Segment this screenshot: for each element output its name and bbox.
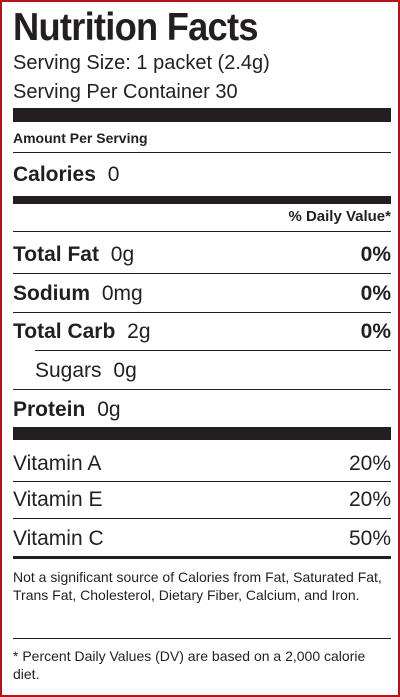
amount-per-serving: Amount Per Serving bbox=[13, 130, 148, 146]
servings-per-container: Serving Per Container 30 bbox=[13, 81, 238, 103]
medium-divider bbox=[13, 196, 391, 204]
nutrient-name: Total Fat bbox=[13, 243, 99, 266]
divider bbox=[13, 556, 391, 559]
nutrient-amount: 0g bbox=[113, 359, 137, 382]
thick-divider bbox=[13, 427, 391, 440]
vitamin-name: Vitamin E bbox=[13, 488, 103, 511]
vitamin-row-e: Vitamin E 20% bbox=[13, 487, 391, 513]
divider bbox=[13, 273, 391, 274]
label-title: Nutrition Facts bbox=[13, 6, 258, 49]
divider bbox=[35, 350, 391, 351]
nutrient-name: Sodium bbox=[13, 282, 90, 305]
nutrient-amount: 0g bbox=[97, 398, 121, 421]
nutrient-name: Sugars bbox=[35, 359, 102, 382]
vitamin-name: Vitamin C bbox=[13, 527, 104, 550]
calories-value: 0 bbox=[107, 163, 120, 186]
nutrient-dv: 0% bbox=[360, 282, 391, 305]
serving-size: Serving Size: 1 packet (2.4g) bbox=[13, 52, 270, 74]
nutrient-name: Total Carb bbox=[13, 320, 116, 343]
nutrient-name: Protein bbox=[13, 398, 86, 421]
calories-label: Calories bbox=[13, 163, 96, 186]
nutrient-row-sugars: Sugars 0g bbox=[35, 358, 391, 384]
daily-value-footnote: * Percent Daily Values (DV) are based on… bbox=[13, 648, 366, 682]
divider bbox=[13, 152, 391, 153]
nutrient-amount: 2g bbox=[127, 320, 151, 343]
daily-value-header: % Daily Value* bbox=[288, 208, 391, 225]
vitamin-dv: 20% bbox=[348, 452, 391, 475]
nutrient-dv: 0% bbox=[360, 243, 391, 266]
divider bbox=[13, 638, 391, 639]
calories-row: Calories 0 bbox=[13, 162, 391, 188]
vitamin-dv: 50% bbox=[348, 527, 391, 550]
vitamin-row-c: Vitamin C 50% bbox=[13, 526, 391, 552]
divider bbox=[13, 518, 391, 519]
not-significant-note: Not a significant source of Calories fro… bbox=[13, 569, 382, 603]
vitamin-name: Vitamin A bbox=[13, 452, 102, 475]
nutrient-dv: 0% bbox=[360, 320, 391, 343]
nutrient-row-sodium: Sodium 0mg 0% bbox=[13, 281, 391, 307]
divider bbox=[13, 231, 391, 232]
divider bbox=[13, 481, 391, 482]
nutrient-row-total-fat: Total Fat 0g 0% bbox=[13, 242, 391, 268]
vitamin-row-a: Vitamin A 20% bbox=[13, 451, 391, 477]
nutrient-row-protein: Protein 0g bbox=[13, 397, 391, 423]
divider bbox=[13, 389, 391, 390]
nutrient-amount: 0g bbox=[110, 243, 135, 266]
nutrient-row-total-carb: Total Carb 2g 0% bbox=[13, 319, 391, 345]
nutrient-amount: 0mg bbox=[101, 282, 143, 305]
thick-divider bbox=[13, 108, 391, 122]
vitamin-dv: 20% bbox=[348, 488, 391, 511]
divider bbox=[13, 312, 391, 313]
